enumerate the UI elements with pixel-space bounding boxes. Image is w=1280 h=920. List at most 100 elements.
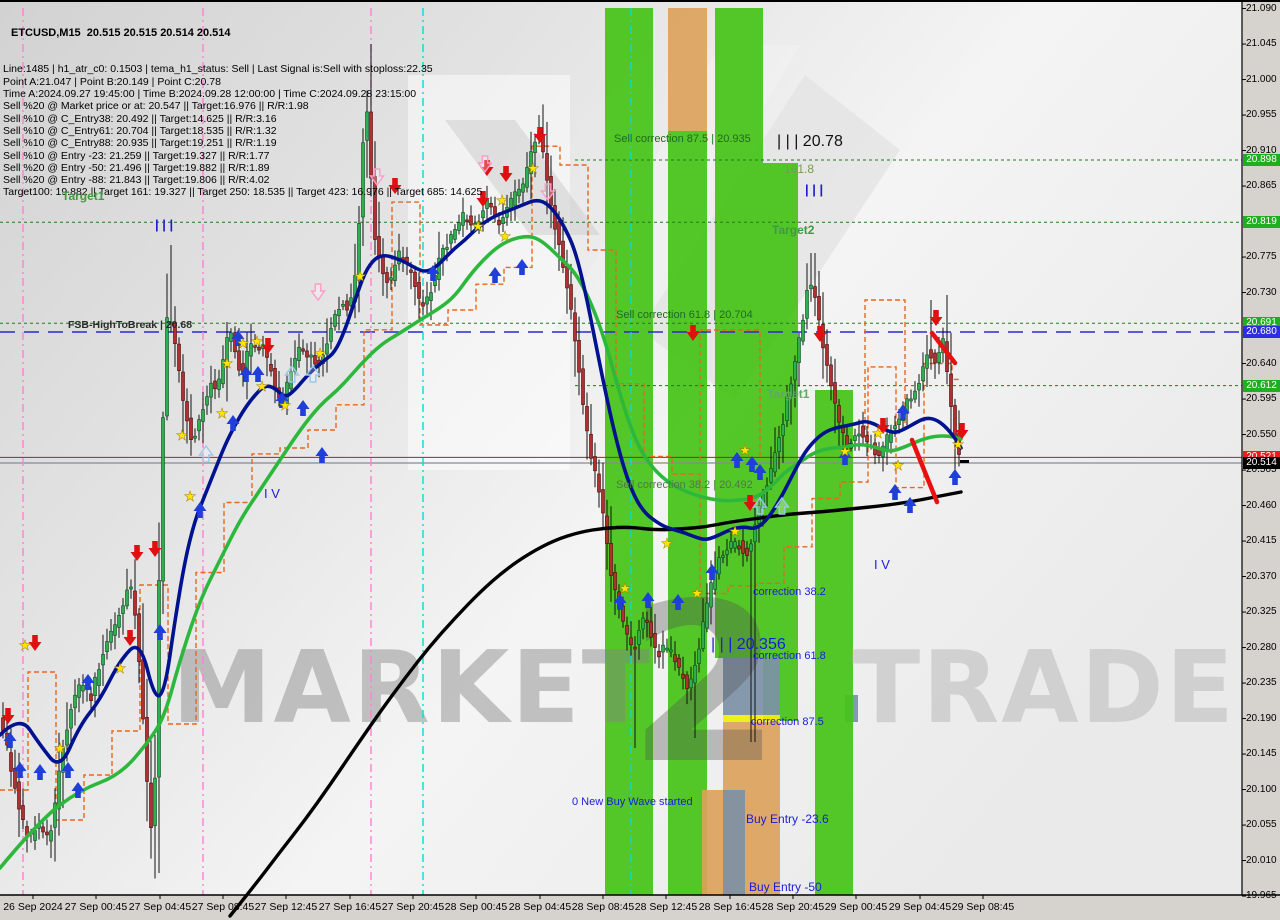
ma-black-slow — [228, 490, 963, 918]
price-tick-21.090: 21.090 — [1246, 2, 1277, 14]
svg-text:★: ★ — [354, 269, 367, 285]
svg-text:★: ★ — [892, 458, 905, 474]
svg-text:★: ★ — [251, 334, 264, 350]
svg-text:★: ★ — [216, 406, 229, 422]
price-badge-20.819: 20.819 — [1243, 216, 1280, 229]
buy-entry-50-label[interactable]: Buy Entry -50 — [749, 880, 822, 894]
buy-entry-236-label[interactable]: Buy Entry -23.6 — [746, 812, 829, 826]
time-tick-label: 28 Sep 00:45 — [444, 901, 508, 913]
svg-text:★: ★ — [184, 489, 197, 505]
sell-correction-382-label[interactable]: Sell correction 38.2 | 20.492 — [616, 479, 753, 491]
svg-text:★: ★ — [314, 346, 327, 362]
correction-382-label[interactable]: correction 38.2 — [753, 586, 826, 598]
red-trend-segments[interactable] — [909, 330, 958, 505]
svg-text:★: ★ — [619, 581, 632, 597]
price-badge-20.514: 20.514 — [1243, 456, 1280, 469]
fib-161-label[interactable]: 161.8 — [784, 162, 815, 176]
last-price-tick — [960, 460, 969, 463]
time-tick-label: 27 Sep 16:45 — [318, 901, 382, 913]
price-tick-20.730: 20.730 — [1246, 286, 1277, 298]
time-tick-label: 26 Sep 2024 — [3, 901, 63, 913]
wave-iv-right-label[interactable]: I V — [874, 557, 890, 572]
wave-c-price-label[interactable]: | | | 20.78 — [777, 133, 843, 150]
wave-iv-left-label[interactable]: I V — [264, 486, 280, 501]
price-tick-20.460: 20.460 — [1246, 499, 1277, 511]
price-tick-20.865: 20.865 — [1246, 180, 1277, 192]
time-tick-label: 28 Sep 16:45 — [698, 901, 762, 913]
price-tick-20.550: 20.550 — [1246, 428, 1277, 440]
svg-text:★: ★ — [739, 443, 752, 459]
svg-text:★: ★ — [237, 336, 250, 352]
time-tick-label: 27 Sep 00:45 — [64, 901, 128, 913]
svg-text:★: ★ — [729, 524, 742, 540]
svg-text:★: ★ — [221, 356, 234, 372]
time-tick-label: 28 Sep 12:45 — [634, 901, 698, 913]
wave-b-price-label[interactable]: | | | 20.356 — [711, 636, 786, 653]
price-tick-20.415: 20.415 — [1246, 535, 1277, 547]
svg-text:★: ★ — [496, 193, 509, 209]
wave-iii-ticks-top[interactable]: | | | — [805, 182, 824, 197]
signal-arrows — [1, 127, 969, 798]
window-top-border — [0, 0, 1280, 2]
price-tick-21.000: 21.000 — [1246, 73, 1277, 85]
moving-averages — [0, 198, 963, 918]
price-tick-19.965: 19.965 — [1246, 890, 1277, 902]
ma-green-medium — [0, 234, 963, 870]
price-tick-20.010: 20.010 — [1246, 854, 1277, 866]
atr-trailing-stop-line — [0, 145, 961, 821]
price-badge-20.680: 20.680 — [1243, 326, 1280, 338]
price-tick-20.100: 20.100 — [1246, 783, 1277, 795]
price-tick-20.505: 20.505 — [1246, 464, 1277, 476]
time-tick-label: 29 Sep 04:45 — [888, 901, 952, 913]
target1-left-label[interactable]: Target1 — [62, 189, 105, 203]
price-tick-20.235: 20.235 — [1246, 677, 1277, 689]
sell-correction-618-label[interactable]: Sell correction 61.8 | 20.704 — [616, 309, 753, 321]
svg-text:★: ★ — [472, 219, 485, 235]
svg-text:MARKET: MARKET — [172, 629, 652, 746]
price-tick-20.370: 20.370 — [1246, 570, 1277, 582]
time-tick-label: 29 Sep 08:45 — [951, 901, 1015, 913]
price-tick-20.955: 20.955 — [1246, 109, 1277, 121]
price-tick-20.145: 20.145 — [1246, 748, 1277, 760]
price-tick-20.055: 20.055 — [1246, 819, 1277, 831]
time-tick-label: 28 Sep 20:45 — [761, 901, 825, 913]
wave-iii-ticks-left[interactable]: | | | — [155, 217, 174, 232]
ma-blue-fast — [0, 198, 963, 764]
new-buy-wave-label[interactable]: 0 New Buy Wave started — [572, 796, 693, 808]
svg-text:★: ★ — [176, 428, 189, 444]
time-tick-label: 28 Sep 04:45 — [508, 901, 572, 913]
target2-label[interactable]: Target2 — [772, 223, 815, 237]
price-badge-20.612: 20.612 — [1243, 379, 1280, 392]
svg-text:★: ★ — [279, 398, 292, 414]
svg-text:★: ★ — [691, 586, 704, 602]
svg-text:★: ★ — [19, 638, 32, 654]
correction-875-label[interactable]: correction 87.5 — [751, 716, 824, 728]
svg-text:★: ★ — [256, 379, 269, 395]
price-tick-20.595: 20.595 — [1246, 393, 1277, 405]
target1-mid-label[interactable]: Target1 — [767, 387, 810, 401]
price-tick-20.775: 20.775 — [1246, 251, 1277, 263]
svg-text:★: ★ — [952, 437, 965, 453]
svg-text:★: ★ — [499, 229, 512, 245]
svg-text:TRADE: TRADE — [852, 629, 1236, 746]
swing-time-vlines[interactable] — [22, 8, 632, 895]
time-tick-label: 27 Sep 12:45 — [254, 901, 318, 913]
svg-text:★: ★ — [54, 741, 67, 757]
price-tick-20.280: 20.280 — [1246, 641, 1277, 653]
sell-correction-875-label[interactable]: Sell correction 87.5 | 20.935 — [614, 133, 751, 145]
fibonacci-correction-bands — [605, 8, 858, 895]
fsb-hightobreak-label[interactable]: FSB-HighToBreak | 20.68 — [68, 319, 193, 331]
time-tick-label: 27 Sep 08:45 — [191, 901, 255, 913]
time-tick-label: 29 Sep 00:45 — [824, 901, 888, 913]
price-tick-20.640: 20.640 — [1246, 357, 1277, 369]
svg-text:★: ★ — [872, 426, 885, 442]
price-tick-21.045: 21.045 — [1246, 38, 1277, 50]
time-tick-label: 28 Sep 08:45 — [571, 901, 635, 913]
svg-text:★: ★ — [114, 661, 127, 677]
correction-618-label[interactable]: correction 61.8 — [753, 650, 826, 662]
time-tick-label: 27 Sep 20:45 — [381, 901, 445, 913]
price-tick-20.910: 20.910 — [1246, 144, 1277, 156]
